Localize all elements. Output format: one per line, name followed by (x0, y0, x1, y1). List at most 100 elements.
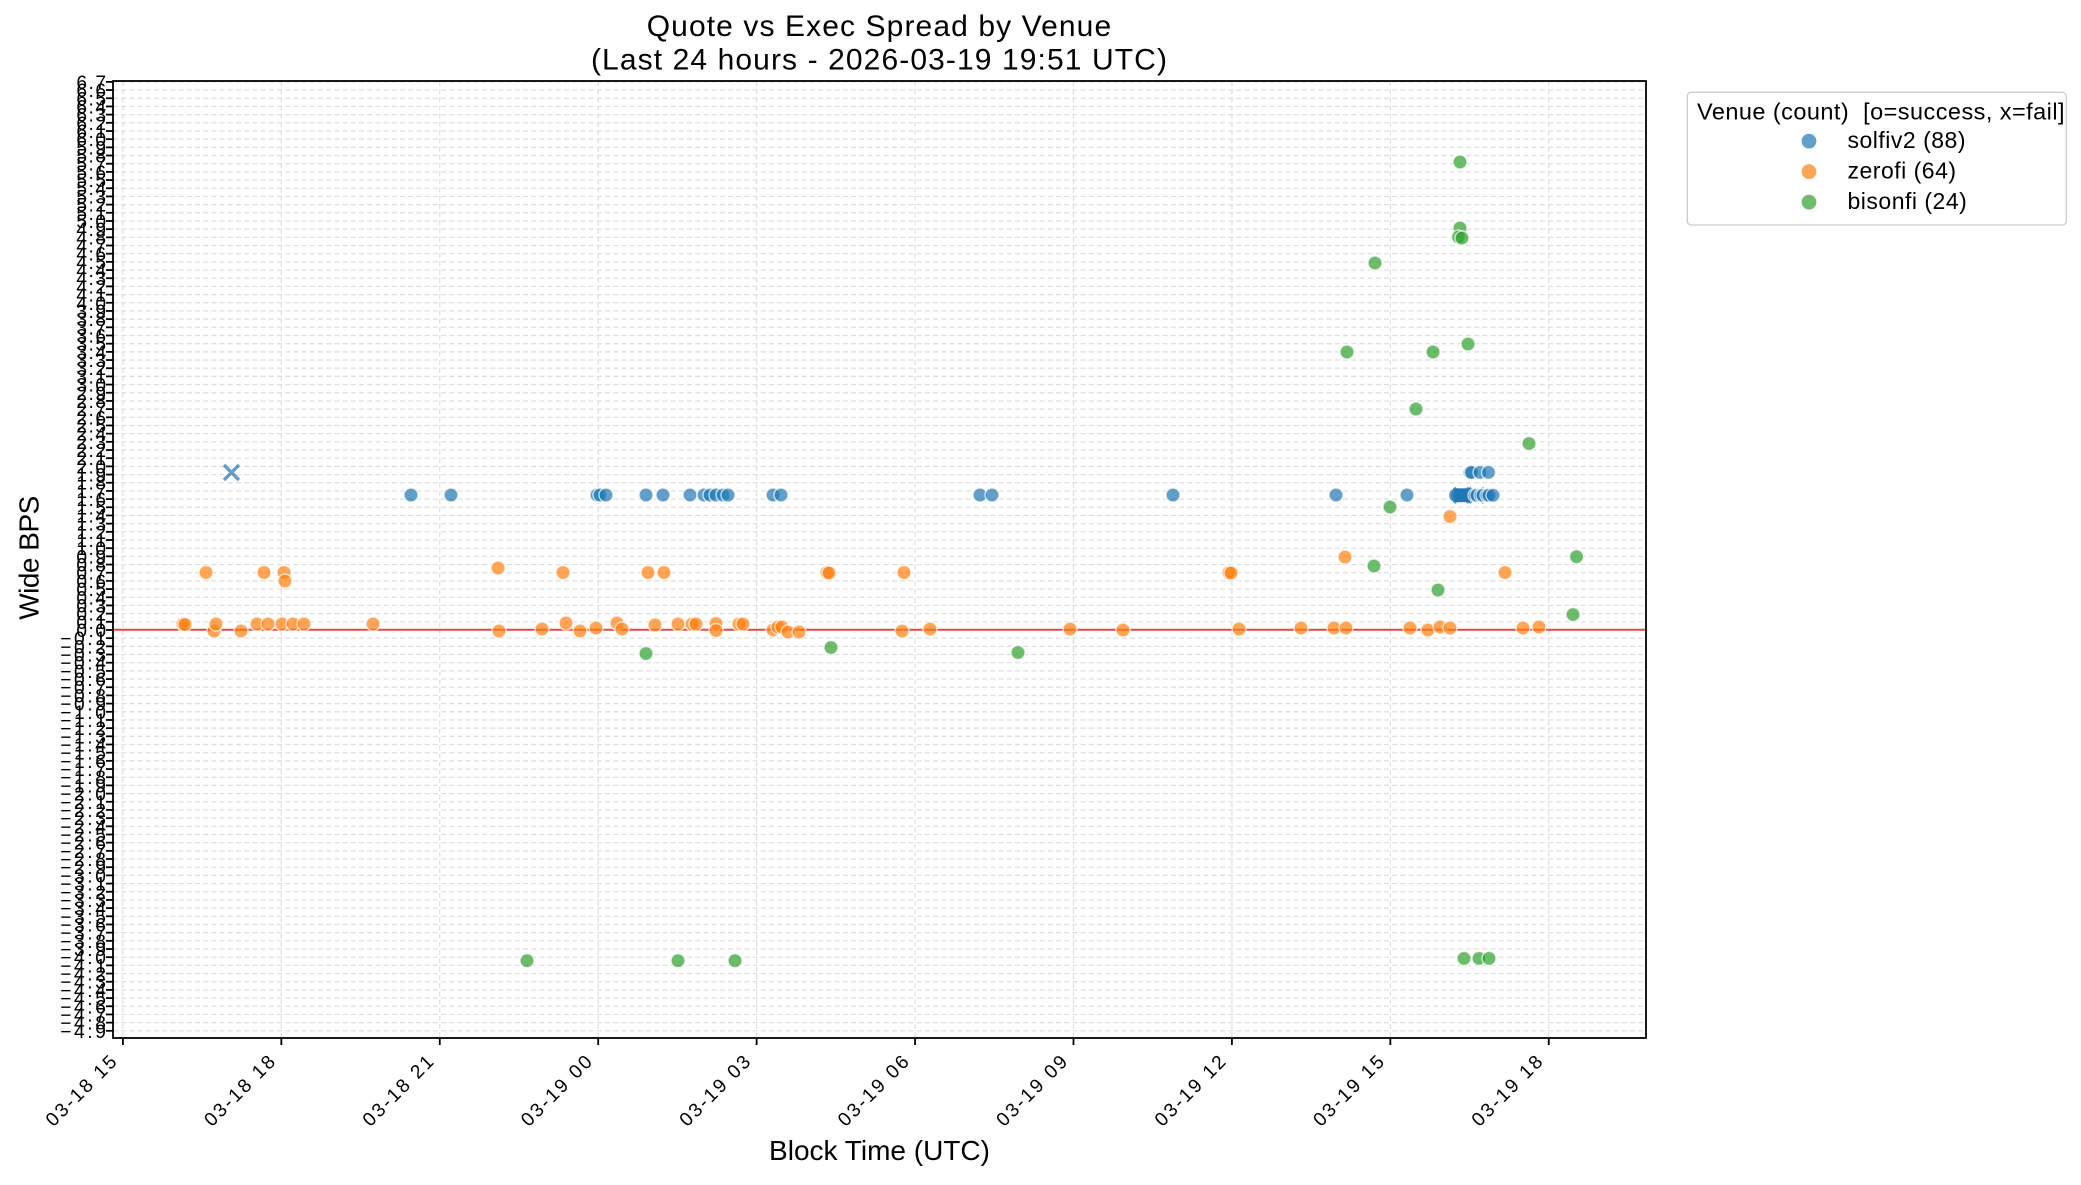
svg-text:0.4: 0.4 (76, 588, 107, 609)
svg-text:−2.4: −2.4 (60, 817, 108, 838)
svg-text:Quote vs Exec Spread by Venue: Quote vs Exec Spread by Venue (647, 10, 1113, 43)
svg-text:−1.0: −1.0 (60, 703, 108, 724)
svg-text:2.8: 2.8 (76, 392, 107, 413)
svg-text:2.0: 2.0 (76, 457, 107, 478)
svg-text:−4.7: −4.7 (60, 1005, 108, 1026)
svg-text:0.8: 0.8 (76, 556, 107, 577)
svg-text:4.3: 4.3 (76, 269, 107, 290)
svg-text:6.4: 6.4 (76, 97, 107, 118)
svg-text:−2.3: −2.3 (60, 809, 108, 830)
svg-text:−1.5: −1.5 (60, 744, 108, 765)
svg-text:−3.1: −3.1 (60, 875, 108, 896)
svg-text:6.3: 6.3 (76, 106, 107, 127)
svg-text:5.1: 5.1 (76, 204, 107, 225)
svg-text:5.6: 5.6 (76, 163, 107, 184)
svg-text:4.8: 4.8 (76, 228, 107, 249)
svg-text:−3.9: −3.9 (60, 940, 108, 961)
svg-text:2.4: 2.4 (76, 425, 107, 446)
svg-text:0.0: 0.0 (76, 621, 107, 642)
svg-text:5.3: 5.3 (76, 187, 107, 208)
svg-text:bisonfi (24): bisonfi (24) (1848, 188, 1968, 214)
svg-text:4.2: 4.2 (76, 277, 107, 298)
svg-text:−0.4: −0.4 (60, 654, 108, 675)
svg-text:−4.2: −4.2 (60, 965, 108, 986)
svg-text:0.9: 0.9 (76, 547, 107, 568)
svg-text:4.4: 4.4 (76, 261, 107, 282)
svg-text:−1.8: −1.8 (60, 768, 108, 789)
svg-text:zerofi (64): zerofi (64) (1848, 158, 1957, 184)
svg-text:3.3: 3.3 (76, 351, 107, 372)
svg-text:2.7: 2.7 (76, 400, 107, 421)
svg-text:−0.6: −0.6 (60, 670, 108, 691)
svg-text:6.7: 6.7 (76, 73, 107, 94)
svg-text:2.2: 2.2 (76, 441, 107, 462)
svg-text:−4.3: −4.3 (60, 973, 108, 994)
svg-text:solfiv2 (88): solfiv2 (88) (1848, 127, 1966, 153)
svg-text:2.6: 2.6 (76, 408, 107, 429)
svg-text:4.0: 4.0 (76, 294, 107, 315)
svg-text:0.7: 0.7 (76, 564, 107, 585)
svg-text:3.6: 3.6 (76, 326, 107, 347)
svg-text:−3.4: −3.4 (60, 899, 108, 920)
svg-text:0.5: 0.5 (76, 580, 107, 601)
svg-text:−4.6: −4.6 (60, 997, 108, 1018)
svg-text:2.3: 2.3 (76, 433, 107, 454)
svg-text:−1.9: −1.9 (60, 776, 108, 797)
svg-text:−2.2: −2.2 (60, 801, 108, 822)
svg-text:0.3: 0.3 (76, 596, 107, 617)
svg-text:2.5: 2.5 (76, 416, 107, 437)
svg-text:−4.0: −4.0 (60, 948, 108, 969)
svg-text:−3.3: −3.3 (60, 891, 108, 912)
svg-text:−2.0: −2.0 (60, 785, 108, 806)
svg-text:−1.2: −1.2 (60, 719, 108, 740)
svg-text:3.2: 3.2 (76, 359, 107, 380)
svg-text:1.3: 1.3 (76, 515, 107, 536)
svg-text:−2.8: −2.8 (60, 850, 108, 871)
svg-text:−4.5: −4.5 (60, 989, 108, 1010)
svg-text:−0.1: −0.1 (60, 629, 108, 650)
svg-text:−1.4: −1.4 (60, 736, 108, 757)
svg-text:4.9: 4.9 (76, 220, 107, 241)
svg-text:Wide BPS: Wide BPS (14, 496, 45, 620)
svg-text:4.1: 4.1 (76, 286, 107, 307)
svg-text:3.0: 3.0 (76, 376, 107, 397)
svg-text:−1.7: −1.7 (60, 760, 108, 781)
svg-text:Block Time (UTC): Block Time (UTC) (769, 1135, 990, 1166)
svg-text:4.6: 4.6 (76, 245, 107, 266)
svg-text:3.7: 3.7 (76, 318, 107, 339)
svg-text:1.7: 1.7 (76, 482, 107, 503)
svg-text:−3.0: −3.0 (60, 866, 108, 887)
svg-text:−1.6: −1.6 (60, 752, 108, 773)
svg-text:−4.8: −4.8 (60, 1014, 108, 1035)
svg-text:−0.5: −0.5 (60, 662, 108, 683)
svg-text:5.9: 5.9 (76, 138, 107, 159)
svg-text:−4.4: −4.4 (60, 981, 108, 1002)
svg-text:1.2: 1.2 (76, 523, 107, 544)
svg-text:1.5: 1.5 (76, 498, 107, 519)
svg-text:2.1: 2.1 (76, 449, 107, 470)
svg-text:5.7: 5.7 (76, 155, 107, 176)
svg-text:−2.6: −2.6 (60, 834, 108, 855)
svg-text:0.6: 0.6 (76, 572, 107, 593)
svg-text:−0.2: −0.2 (60, 637, 108, 658)
svg-text:−2.1: −2.1 (60, 793, 108, 814)
svg-text:5.8: 5.8 (76, 147, 107, 168)
svg-text:3.9: 3.9 (76, 302, 107, 323)
svg-text:6.1: 6.1 (76, 122, 107, 143)
svg-text:2.9: 2.9 (76, 384, 107, 405)
svg-text:−3.2: −3.2 (60, 883, 108, 904)
svg-text:−1.3: −1.3 (60, 727, 108, 748)
svg-text:1.4: 1.4 (76, 506, 107, 527)
svg-text:1.6: 1.6 (76, 490, 107, 511)
svg-text:−2.9: −2.9 (60, 858, 108, 879)
svg-text:−1.1: −1.1 (60, 711, 108, 732)
svg-text:1.8: 1.8 (76, 474, 107, 495)
svg-text:1.0: 1.0 (76, 539, 107, 560)
svg-text:−0.7: −0.7 (60, 678, 108, 699)
svg-text:1.1: 1.1 (76, 531, 107, 552)
svg-text:−0.8: −0.8 (60, 686, 108, 707)
svg-text:6.5: 6.5 (76, 89, 107, 110)
svg-text:−0.3: −0.3 (60, 646, 108, 667)
svg-text:−2.7: −2.7 (60, 842, 108, 863)
svg-text:−3.5: −3.5 (60, 907, 108, 928)
